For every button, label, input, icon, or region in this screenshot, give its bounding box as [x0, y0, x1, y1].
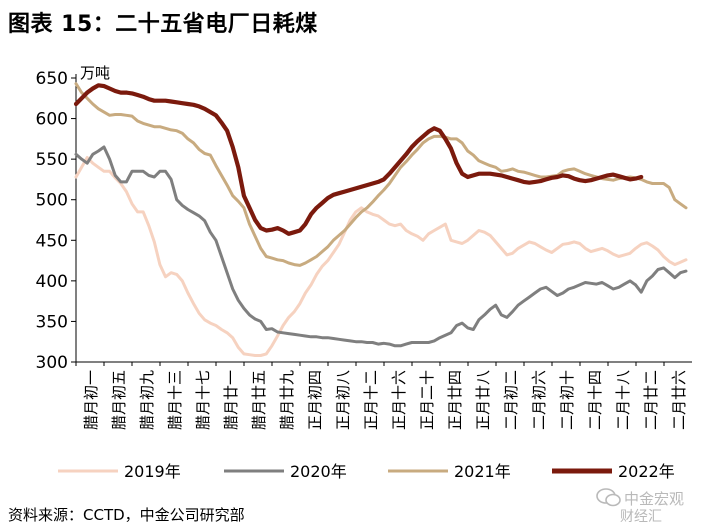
legend-label: 2019年 [124, 462, 181, 481]
x-tick-label: 二月廿二 [642, 370, 660, 430]
x-tick-label: 二月廿六 [670, 370, 688, 430]
chart-legend: 2019年 2020年 2021年 2022年 [58, 462, 675, 481]
y-tick-label: 400 [36, 272, 68, 292]
figure-title: 图表 15：二十五省电厂日耗煤 [8, 12, 318, 37]
x-tick-label: 腊月初一 [82, 370, 100, 430]
watermark-sub: 财经汇 [620, 509, 662, 525]
series-line [73, 83, 644, 236]
x-tick-label: 正月十二 [362, 370, 380, 430]
x-tick-label: 腊月十三 [166, 370, 184, 430]
series-line [74, 156, 688, 357]
x-tick-label: 腊月廿一 [222, 370, 240, 430]
x-tick-label: 二月十四 [586, 370, 604, 430]
y-unit-label: 万吨 [80, 64, 110, 82]
x-tick-label: 正月十六 [390, 370, 408, 430]
watermark-brand: 中金宏观 [624, 490, 685, 508]
x-tick-label: 腊月廿九 [278, 370, 296, 430]
series-line [74, 82, 688, 267]
x-tick-label: 二月初六 [530, 370, 548, 430]
x-tick-label: 正月廿四 [446, 370, 464, 430]
watermark: 中金宏观 财经汇 [596, 488, 708, 526]
y-tick-label: 500 [36, 191, 68, 211]
y-tick-label: 600 [36, 110, 68, 130]
legend-label: 2021年 [454, 462, 511, 481]
x-tick-label: 腊月初九 [138, 370, 156, 430]
y-tick-label: 550 [36, 150, 68, 170]
x-tick-label: 腊月十七 [194, 370, 212, 430]
y-tick-label: 300 [36, 353, 68, 373]
series-line [74, 145, 688, 348]
x-tick-label: 二月初二 [502, 370, 520, 430]
y-tick-label: 350 [36, 312, 68, 332]
x-tick-label: 腊月廿五 [250, 370, 268, 430]
x-tick-label: 正月初四 [306, 370, 324, 430]
x-tick-label: 正月廿八 [474, 370, 492, 430]
x-tick-label: 腊月初五 [110, 370, 128, 430]
wechat-icon [596, 488, 621, 507]
x-tick-label: 正月初八 [334, 370, 352, 430]
source-note: 资料来源：CCTD，中金公司研究部 [8, 506, 245, 524]
x-tick-label: 二月初十 [558, 370, 576, 430]
x-tick-label: 二月十八 [614, 370, 632, 430]
legend-label: 2020年 [290, 462, 347, 481]
x-tick-label: 正月二十 [418, 370, 436, 430]
y-tick-label: 650 [36, 69, 68, 89]
legend-label: 2022年 [618, 462, 675, 481]
y-tick-label: 450 [36, 231, 68, 251]
chart-series [73, 82, 688, 357]
